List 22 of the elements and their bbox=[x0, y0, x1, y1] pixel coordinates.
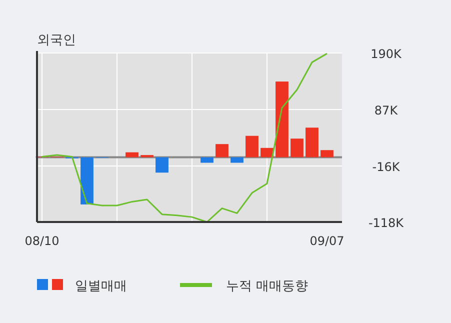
bar bbox=[230, 157, 244, 163]
bar bbox=[126, 152, 138, 158]
bar bbox=[276, 82, 288, 158]
x-tick-label: 09/07 bbox=[310, 234, 344, 248]
chart-title: 외국인 bbox=[37, 33, 76, 48]
y-tick-label: 87K bbox=[374, 104, 399, 118]
y-tick-label: -16K bbox=[372, 160, 401, 174]
bar bbox=[290, 138, 304, 158]
bar bbox=[260, 148, 274, 158]
legend-label: 누적 매매동향 bbox=[226, 279, 308, 294]
bar bbox=[156, 157, 168, 173]
bar bbox=[306, 128, 318, 158]
bar bbox=[320, 150, 334, 158]
bar bbox=[80, 157, 94, 204]
x-tick-label: 08/10 bbox=[24, 234, 60, 248]
bar bbox=[246, 136, 258, 158]
bar bbox=[200, 157, 214, 163]
y-tick-label: -118K bbox=[368, 216, 405, 230]
y-tick-label: 190K bbox=[370, 47, 403, 61]
bar bbox=[216, 144, 228, 158]
legend-label: 일별매매 bbox=[75, 279, 127, 294]
line-series bbox=[41, 52, 328, 223]
